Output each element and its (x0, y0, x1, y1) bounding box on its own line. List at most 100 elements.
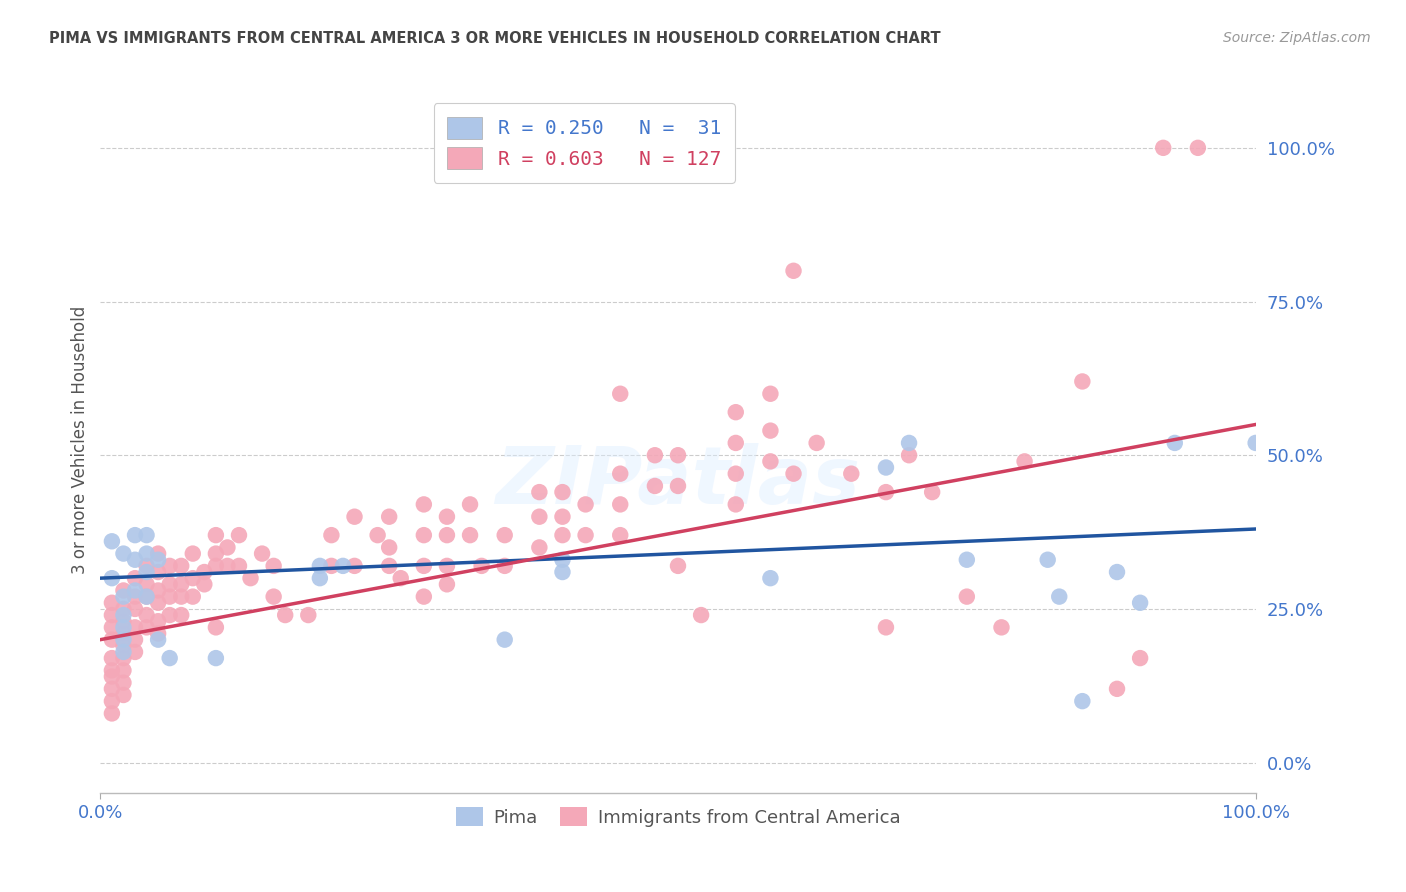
Point (101, 706, 124, 721)
Point (274, 608, 297, 623)
Text: Source: ZipAtlas.com: Source: ZipAtlas.com (1223, 31, 1371, 45)
Point (205, 651, 228, 665)
Point (494, 558, 516, 573)
Point (551, 565, 574, 579)
Point (101, 651, 124, 665)
Point (759, 454, 782, 468)
Point (436, 509, 458, 524)
Point (159, 608, 181, 623)
Point (898, 448, 921, 462)
Point (389, 571, 412, 585)
Point (101, 664, 124, 678)
Point (170, 558, 193, 573)
Point (101, 534, 124, 549)
Point (135, 528, 157, 542)
Point (124, 553, 146, 567)
Point (806, 436, 828, 450)
Point (1047, 590, 1070, 604)
Point (112, 614, 135, 628)
Point (898, 436, 921, 450)
Point (193, 577, 215, 591)
Point (112, 620, 135, 634)
Point (1129, 651, 1152, 665)
Y-axis label: 3 or more Vehicles in Household: 3 or more Vehicles in Household (72, 306, 89, 574)
Point (297, 608, 319, 623)
Point (135, 620, 157, 634)
Point (1244, 436, 1267, 450)
Point (471, 558, 494, 573)
Point (494, 528, 516, 542)
Point (101, 608, 124, 623)
Point (875, 485, 897, 500)
Point (839, 467, 862, 481)
Point (529, 509, 551, 524)
Point (332, 558, 354, 573)
Point (146, 553, 169, 567)
Point (135, 590, 157, 604)
Point (124, 632, 146, 647)
Point (1129, 596, 1152, 610)
Point (205, 558, 228, 573)
Point (1187, 141, 1209, 155)
Point (101, 620, 124, 634)
Point (205, 547, 228, 561)
Point (759, 571, 782, 585)
Point (666, 448, 689, 462)
Point (159, 651, 181, 665)
Point (101, 694, 124, 708)
Point (412, 590, 434, 604)
Point (724, 497, 747, 511)
Point (412, 528, 434, 542)
Point (146, 632, 169, 647)
Point (263, 558, 285, 573)
Point (529, 485, 551, 500)
Point (1152, 141, 1174, 155)
Point (321, 558, 343, 573)
Point (124, 620, 146, 634)
Point (124, 571, 146, 585)
Point (609, 467, 631, 481)
Point (956, 553, 979, 567)
Point (574, 497, 596, 511)
Point (112, 639, 135, 653)
Point (101, 632, 124, 647)
Point (759, 424, 782, 438)
Point (112, 626, 135, 640)
Point (124, 602, 146, 616)
Point (644, 479, 666, 493)
Point (101, 571, 124, 585)
Point (146, 547, 169, 561)
Point (205, 620, 228, 634)
Point (378, 509, 401, 524)
Point (112, 664, 135, 678)
Point (112, 675, 135, 690)
Point (263, 590, 285, 604)
Point (551, 528, 574, 542)
Point (112, 645, 135, 659)
Point (609, 386, 631, 401)
Point (436, 558, 458, 573)
Point (250, 547, 273, 561)
Point (551, 485, 574, 500)
Point (101, 596, 124, 610)
Point (228, 528, 250, 542)
Point (378, 541, 401, 555)
Point (135, 547, 157, 561)
Point (436, 528, 458, 542)
Point (1105, 565, 1128, 579)
Point (159, 558, 181, 573)
Point (875, 620, 897, 634)
Point (205, 528, 228, 542)
Point (181, 571, 204, 585)
Point (112, 590, 135, 604)
Point (551, 509, 574, 524)
Point (101, 669, 124, 683)
Point (112, 688, 135, 702)
Point (609, 528, 631, 542)
Point (159, 577, 181, 591)
Point (724, 436, 747, 450)
Point (1036, 553, 1059, 567)
Point (529, 541, 551, 555)
Point (782, 467, 804, 481)
Point (228, 558, 250, 573)
